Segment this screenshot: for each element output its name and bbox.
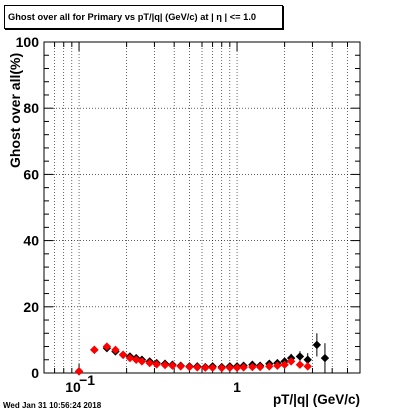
data-point (255, 362, 265, 372)
y-tick-label: 0 (31, 365, 39, 381)
tick-labels: 0 20 40 60 80 100 10−1 1 (16, 34, 242, 395)
y-axis-label: Ghost over all(%) (7, 52, 23, 168)
x-tick-label: 10 (65, 379, 81, 395)
data-point (74, 367, 84, 376)
data-point (273, 361, 282, 370)
data-point (232, 363, 242, 372)
series (74, 333, 330, 376)
data-point (303, 355, 312, 364)
data-point (168, 361, 177, 370)
data-point (280, 360, 289, 369)
data-point (312, 340, 322, 350)
data-point (248, 362, 257, 372)
data-point (286, 357, 296, 366)
data-point (295, 352, 305, 361)
data-point (193, 363, 202, 372)
data-point (295, 360, 305, 369)
x-tick-exponent: −1 (79, 372, 95, 388)
data-point (111, 345, 120, 355)
data-point (145, 358, 154, 368)
series-1 (74, 342, 312, 376)
data-point (208, 363, 217, 372)
x-axis-label: pT/|q| (GeV/c) (272, 392, 360, 407)
data-point (90, 345, 99, 355)
data-point (239, 363, 248, 372)
y-tick-label: 80 (23, 100, 39, 116)
data-point (125, 353, 135, 363)
y-tick-label: 100 (16, 34, 40, 50)
data-point (102, 342, 112, 351)
chart-title: Ghost over all for Primary vs pT/|q| (Ge… (4, 5, 283, 29)
data-point (225, 363, 235, 372)
data-point (160, 360, 170, 370)
y-tick-label: 40 (23, 233, 39, 249)
data-point (201, 363, 210, 372)
data-point (176, 362, 185, 371)
data-point (152, 360, 161, 369)
data-point (185, 362, 194, 372)
data-point (303, 362, 312, 371)
data-point (217, 363, 226, 373)
y-tick-label: 20 (23, 299, 39, 315)
x-tick-label: 1 (233, 379, 241, 395)
data-point (265, 362, 274, 371)
grid (43, 41, 361, 374)
timestamp: Wed Jan 31 10:56:24 2018 (3, 401, 102, 410)
data-point (320, 353, 330, 363)
data-point (118, 350, 128, 359)
y-tick-label: 60 (23, 166, 39, 182)
data-point (137, 357, 147, 366)
